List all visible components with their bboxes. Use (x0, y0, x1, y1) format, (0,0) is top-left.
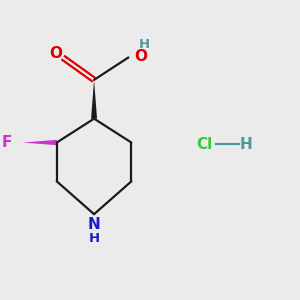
Text: H: H (240, 136, 253, 152)
Text: H: H (139, 38, 150, 50)
Text: O: O (134, 50, 147, 64)
Text: F: F (2, 135, 12, 150)
Polygon shape (91, 80, 97, 119)
Polygon shape (22, 140, 57, 145)
Text: O: O (50, 46, 62, 62)
Text: N: N (88, 217, 100, 232)
Text: Cl: Cl (196, 136, 213, 152)
Text: H: H (88, 232, 100, 244)
